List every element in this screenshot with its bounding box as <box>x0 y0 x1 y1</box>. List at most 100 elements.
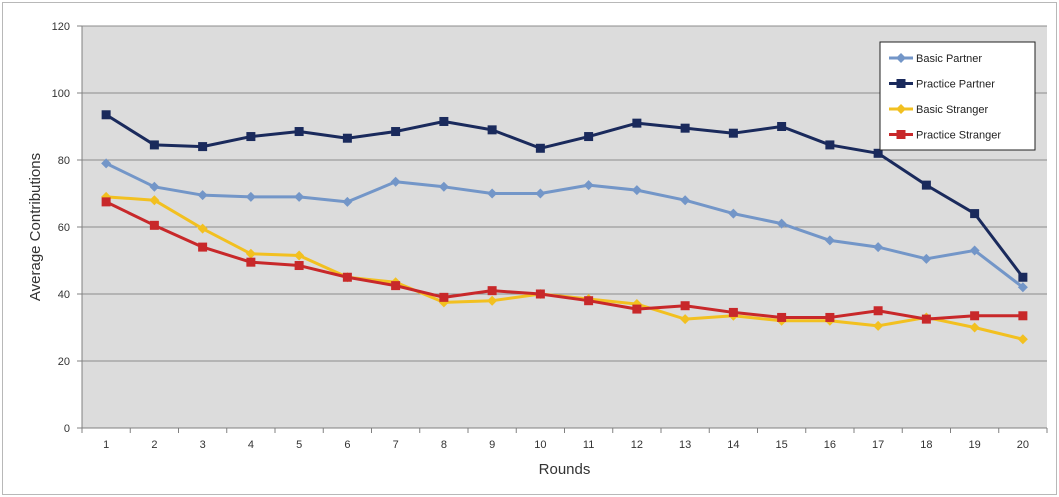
point-practice-stranger <box>535 289 545 299</box>
point-practice-partner <box>680 123 690 133</box>
x-tick-label: 11 <box>583 439 594 451</box>
x-tick-label: 13 <box>679 439 691 451</box>
point-practice-stranger <box>342 272 352 282</box>
y-axis-title: Average Contributions <box>27 153 44 301</box>
x-tick-label: 8 <box>441 439 447 451</box>
y-tick-label: 80 <box>58 155 70 167</box>
x-tick-label: 1 <box>103 439 109 451</box>
point-practice-partner <box>1018 272 1028 282</box>
point-practice-stranger <box>873 306 883 316</box>
point-basic-partner <box>1017 282 1028 293</box>
x-tick-label: 18 <box>920 439 932 451</box>
point-basic-partner <box>294 191 305 202</box>
legend-marker-practice-stranger <box>896 130 906 139</box>
point-basic-partner <box>197 190 208 201</box>
series-basic-partner <box>101 158 1028 293</box>
x-tick-label: 6 <box>344 439 350 451</box>
point-practice-partner <box>632 118 642 128</box>
legend-marker-practice-partner <box>896 79 906 88</box>
y-tick-label: 60 <box>58 222 70 234</box>
y-tick-label: 20 <box>58 356 70 368</box>
point-basic-stranger <box>969 322 980 333</box>
series-practice-stranger <box>101 197 1028 324</box>
point-practice-stranger <box>149 220 159 230</box>
x-tick-label: 4 <box>248 439 254 451</box>
point-practice-stranger <box>246 257 256 267</box>
point-basic-partner <box>728 208 739 219</box>
y-tick-label: 40 <box>58 289 70 301</box>
point-basic-partner <box>969 245 980 256</box>
point-basic-partner <box>390 176 401 187</box>
y-tick-label: 0 <box>64 423 70 435</box>
point-practice-stranger <box>101 197 111 207</box>
y-tick-label: 100 <box>52 88 70 100</box>
point-basic-partner <box>776 218 787 229</box>
point-practice-partner <box>825 140 835 150</box>
point-practice-partner <box>728 128 738 138</box>
point-practice-stranger <box>487 286 497 296</box>
point-practice-stranger <box>777 312 787 322</box>
point-practice-partner <box>391 127 401 137</box>
point-practice-stranger <box>584 296 594 306</box>
point-basic-stranger <box>680 314 691 325</box>
series-group <box>101 110 1028 345</box>
legend-marker-basic-partner <box>896 53 906 63</box>
point-practice-partner <box>921 180 931 190</box>
point-basic-partner <box>101 158 112 169</box>
point-practice-partner <box>246 132 256 142</box>
x-tick-label: 9 <box>489 439 495 451</box>
point-practice-partner <box>149 140 159 150</box>
point-practice-stranger <box>294 261 304 271</box>
point-practice-stranger <box>680 301 690 311</box>
point-practice-stranger <box>825 312 835 322</box>
point-practice-partner <box>535 143 545 153</box>
point-basic-stranger <box>149 195 160 206</box>
point-basic-stranger <box>245 248 256 259</box>
point-basic-stranger <box>197 223 208 234</box>
point-practice-partner <box>777 122 787 131</box>
legend-label: Practice Partner <box>916 79 995 91</box>
point-basic-partner <box>535 188 546 199</box>
x-tick-label: 5 <box>296 439 302 451</box>
point-practice-partner <box>294 127 304 137</box>
point-practice-stranger <box>921 314 931 324</box>
x-tick-label: 16 <box>824 439 836 451</box>
x-axis-title: Rounds <box>539 461 591 478</box>
point-practice-stranger <box>1018 311 1028 321</box>
x-tick-label: 17 <box>872 439 884 451</box>
y-tick-label: 120 <box>52 21 70 33</box>
point-basic-partner <box>342 196 353 207</box>
legend-box <box>879 41 1036 151</box>
series-practice-partner <box>101 110 1028 282</box>
point-practice-stranger <box>391 281 401 291</box>
legend: Basic Partner Practice Partner Basic Stran… <box>879 41 1036 151</box>
y-tick-labels: 0 20 40 60 80 100 120 <box>52 21 70 435</box>
point-practice-stranger <box>970 311 980 321</box>
legend-label: Practice Stranger <box>916 130 1001 142</box>
point-basic-stranger <box>294 250 305 261</box>
point-basic-partner <box>245 191 256 202</box>
x-tick-label: 15 <box>776 439 788 451</box>
legend-label: Basic Stranger <box>916 104 988 116</box>
x-tick-label: 20 <box>1017 439 1029 451</box>
legend-label: Basic Partner <box>916 53 982 65</box>
point-basic-stranger <box>1017 334 1028 345</box>
point-practice-stranger <box>728 307 738 317</box>
x-tick-label: 10 <box>534 439 546 451</box>
point-basic-partner <box>921 253 932 264</box>
point-practice-partner <box>198 142 208 152</box>
point-basic-partner <box>631 185 642 196</box>
point-practice-partner <box>584 132 594 142</box>
point-basic-partner <box>583 180 594 191</box>
point-practice-partner <box>487 125 497 135</box>
point-basic-stranger <box>873 320 884 331</box>
line-practice-partner <box>105 113 1025 279</box>
point-basic-partner <box>438 181 449 192</box>
point-practice-partner <box>970 209 980 219</box>
point-basic-partner <box>873 242 884 253</box>
axes <box>81 26 1048 433</box>
x-tick-label: 7 <box>393 439 399 451</box>
point-basic-partner <box>680 195 691 206</box>
x-tick-label: 3 <box>200 439 206 451</box>
